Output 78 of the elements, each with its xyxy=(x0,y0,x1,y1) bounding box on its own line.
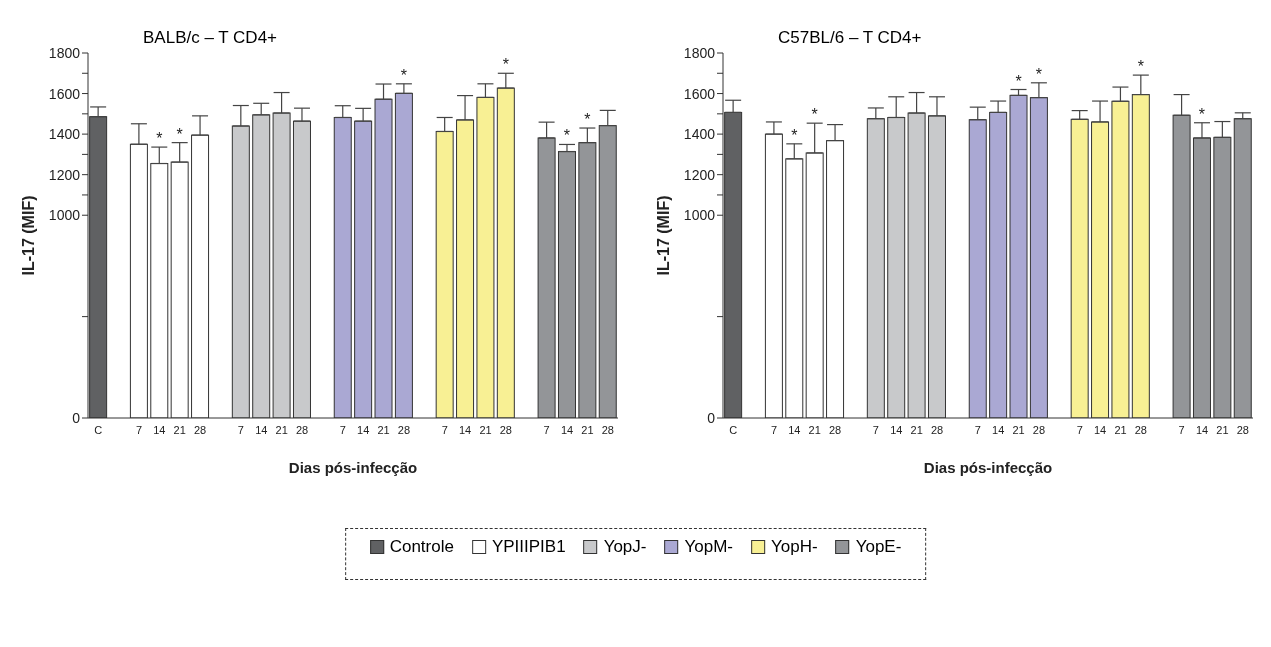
y-tick-label: 1600 xyxy=(48,85,81,102)
x-tick-label: 28 xyxy=(828,423,842,436)
x-tick-label: 28 xyxy=(1134,423,1148,436)
x-tick-label: 21 xyxy=(479,423,492,436)
x-tick-label: 7 xyxy=(1076,423,1083,436)
legend-label: YopE- xyxy=(855,537,902,557)
legend-label: YopJ- xyxy=(603,537,647,557)
y-tick-label: 1200 xyxy=(48,166,81,183)
x-tick-label: 28 xyxy=(1032,423,1046,436)
x-tick-label: 28 xyxy=(499,423,513,436)
x-tick-label: 7 xyxy=(543,423,550,436)
y-axis-title: IL-17 (MIF) xyxy=(19,195,37,276)
data-label: * xyxy=(156,130,163,148)
x-tick-label: 14 xyxy=(153,423,166,436)
x-tick-label: 28 xyxy=(193,423,207,436)
data-label: * xyxy=(791,126,798,144)
y-tick-label: 1400 xyxy=(683,126,716,143)
x-tick-label: 21 xyxy=(1216,423,1229,436)
y-tick-label: 1000 xyxy=(683,207,716,224)
x-tick-label: 7 xyxy=(339,423,346,436)
x-tick-label: 14 xyxy=(458,423,472,436)
x-tick-label: 7 xyxy=(135,423,143,436)
chart-title: C57BL/6 – T CD4+ xyxy=(778,28,922,48)
x-tick-label: 28 xyxy=(601,423,614,436)
x-tick-label: 21 xyxy=(910,423,923,436)
data-label: * xyxy=(1015,72,1022,90)
legend-label: YPIIIPIB1 xyxy=(491,537,566,557)
x-tick-label: 28 xyxy=(295,423,309,436)
x-tick-label: 21 xyxy=(1012,423,1025,436)
y-tick-label: 0 xyxy=(707,409,716,426)
y-tick-label: 1600 xyxy=(683,85,716,102)
x-tick-label: 14 xyxy=(1195,423,1209,436)
x-tick-label: 21 xyxy=(581,423,594,436)
x-tick-label: C xyxy=(94,423,103,436)
x-tick-label: 7 xyxy=(237,423,244,436)
legend-label: Controle xyxy=(389,537,454,557)
x-tick-label: 7 xyxy=(770,423,778,436)
data-label: * xyxy=(400,66,408,84)
x-tick-label: 14 xyxy=(788,423,801,436)
x-tick-label: 14 xyxy=(560,423,574,436)
y-tick-label: 0 xyxy=(72,409,81,426)
x-tick-label: C xyxy=(729,423,738,436)
y-tick-label: 1400 xyxy=(48,126,81,143)
x-tick-label: 7 xyxy=(974,423,981,436)
x-tick-label: 7 xyxy=(441,423,448,436)
x-tick-label: 14 xyxy=(1093,423,1107,436)
data-label: * xyxy=(502,56,509,74)
data-label: * xyxy=(1035,65,1043,83)
x-tick-label: 21 xyxy=(275,423,288,436)
x-tick-label: 28 xyxy=(1236,423,1249,436)
data-label: * xyxy=(1137,58,1144,76)
y-axis-title: IL-17 (MIF) xyxy=(654,195,672,276)
x-tick-label: 21 xyxy=(173,423,186,436)
x-tick-label: 7 xyxy=(872,423,879,436)
x-tick-label: 21 xyxy=(1114,423,1127,436)
chart-title: BALB/c – T CD4+ xyxy=(143,28,278,48)
data-label: * xyxy=(176,125,183,143)
x-tick-label: 7 xyxy=(1178,423,1185,436)
y-tick-label: 1200 xyxy=(683,166,716,183)
legend-label: YopM- xyxy=(684,537,734,557)
x-tick-label: 14 xyxy=(357,423,370,436)
data-label: * xyxy=(1198,105,1206,123)
legend-label: YopH- xyxy=(771,537,818,557)
x-tick-label: 28 xyxy=(397,423,411,436)
data-label: * xyxy=(811,106,818,124)
x-tick-label: 28 xyxy=(930,423,944,436)
data-label: * xyxy=(563,127,571,145)
x-tick-label: 21 xyxy=(808,423,821,436)
x-axis-title: Dias pós-infecção xyxy=(288,459,418,476)
x-axis-title: Dias pós-infecção xyxy=(923,459,1053,476)
data-label: * xyxy=(584,111,591,129)
x-tick-label: 14 xyxy=(890,423,903,436)
x-tick-label: 14 xyxy=(992,423,1005,436)
y-tick-label: 1000 xyxy=(48,207,81,224)
y-tick-label: 1800 xyxy=(48,44,81,61)
y-tick-label: 1800 xyxy=(683,44,716,61)
x-tick-label: 21 xyxy=(377,423,390,436)
x-tick-label: 14 xyxy=(255,423,268,436)
